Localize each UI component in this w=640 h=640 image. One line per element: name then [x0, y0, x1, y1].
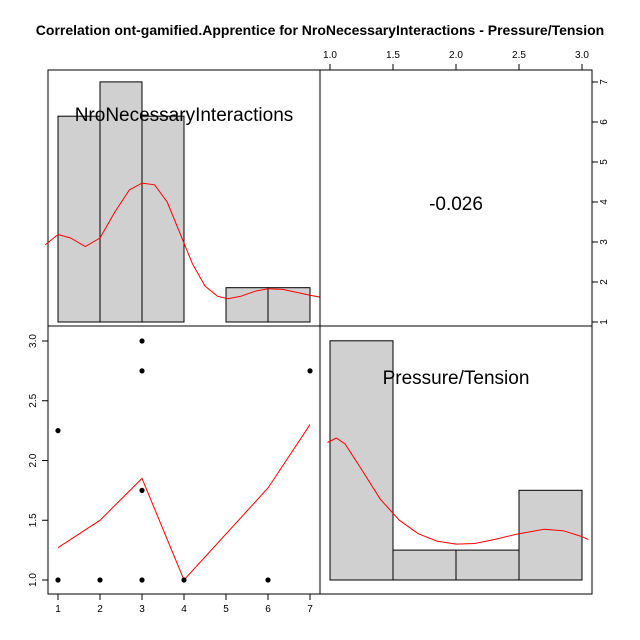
scatter-point [97, 577, 103, 583]
variable-label-pressure-tension: Pressure/Tension [383, 368, 530, 389]
panel-frame-bottom-left [47, 325, 321, 595]
tick-label-left: 2.0 [28, 453, 39, 467]
histogram-bar-pressure-1 [329, 340, 394, 581]
tick-label-right: 6 [599, 119, 610, 125]
axes: 1 2 3 4 5 6 7 1.0 1.5 2.0 2.5 3.0 1.0 1.5 2.0 2.5 3.0 1 2 3… [28, 50, 610, 615]
tick-label-bottom: 7 [307, 604, 313, 615]
chart-title: Correlation ont-gamified.Apprentice for … [36, 22, 604, 38]
scatter-point [181, 577, 187, 583]
tick-label-bottom: 6 [265, 604, 271, 615]
tick-label-right: 7 [599, 79, 610, 85]
variable-label-nro-necessary-interactions: NroNecessaryInteractions [75, 105, 294, 126]
panel-frame-bottom-right [319, 325, 593, 595]
tick-label-right: 5 [599, 159, 610, 165]
smooth-line [57, 424, 311, 581]
tick-label-left: 1.0 [28, 573, 39, 587]
tick-label-top: 2.0 [449, 50, 463, 61]
tick-label-left: 1.5 [28, 513, 39, 527]
density-curve-pressure [327, 437, 589, 545]
tick-label-top: 1.0 [323, 50, 337, 61]
density-curve-nro [45, 182, 321, 300]
histogram-bar-nro-6 [267, 287, 311, 323]
histogram-bar-nro-5 [225, 287, 269, 323]
histogram-bar-pressure-4 [518, 489, 583, 581]
tick-label-bottom: 2 [97, 604, 103, 615]
correlation-value: -0.026 [429, 194, 483, 215]
scatter-point [265, 577, 271, 583]
tick-label-bottom: 5 [223, 604, 229, 615]
scatter-point [307, 368, 313, 374]
panel-bottom-right: Pressure/Tension [319, 325, 593, 595]
tick-label-top: 2.5 [512, 50, 526, 61]
tick-label-right: 4 [599, 199, 610, 205]
tick-label-top: 1.5 [386, 50, 400, 61]
histogram-nro-necessary-interactions [45, 81, 321, 323]
panel-bottom-left [47, 325, 321, 595]
histogram-pressure-tension [327, 340, 589, 581]
tick-label-right: 2 [599, 279, 610, 285]
histogram-bar-nro-3 [141, 115, 185, 323]
tick-label-left: 2.5 [28, 393, 39, 407]
tick-label-left: 3.0 [28, 334, 39, 348]
panel-top-right: -0.026 [319, 69, 593, 327]
scatter-point [55, 577, 61, 583]
tick-label-bottom: 3 [139, 604, 145, 615]
tick-label-bottom: 4 [181, 604, 187, 615]
scatter-point [55, 428, 61, 434]
scatter-point [139, 368, 145, 374]
histogram-bar-pressure-2 [392, 549, 457, 581]
histogram-bar-pressure-3 [455, 549, 520, 581]
tick-label-bottom: 1 [55, 604, 61, 615]
scatter-point [139, 487, 145, 493]
scatter-point [139, 577, 145, 583]
tick-label-top: 3.0 [575, 50, 589, 61]
panel-top-left: NroNecessaryInteractions [45, 69, 321, 327]
histogram-bar-nro-1 [57, 115, 101, 323]
scatter-plot [55, 338, 313, 583]
scatter-point [139, 338, 145, 344]
tick-label-right: 3 [599, 239, 610, 245]
tick-label-right: 1 [599, 319, 610, 325]
